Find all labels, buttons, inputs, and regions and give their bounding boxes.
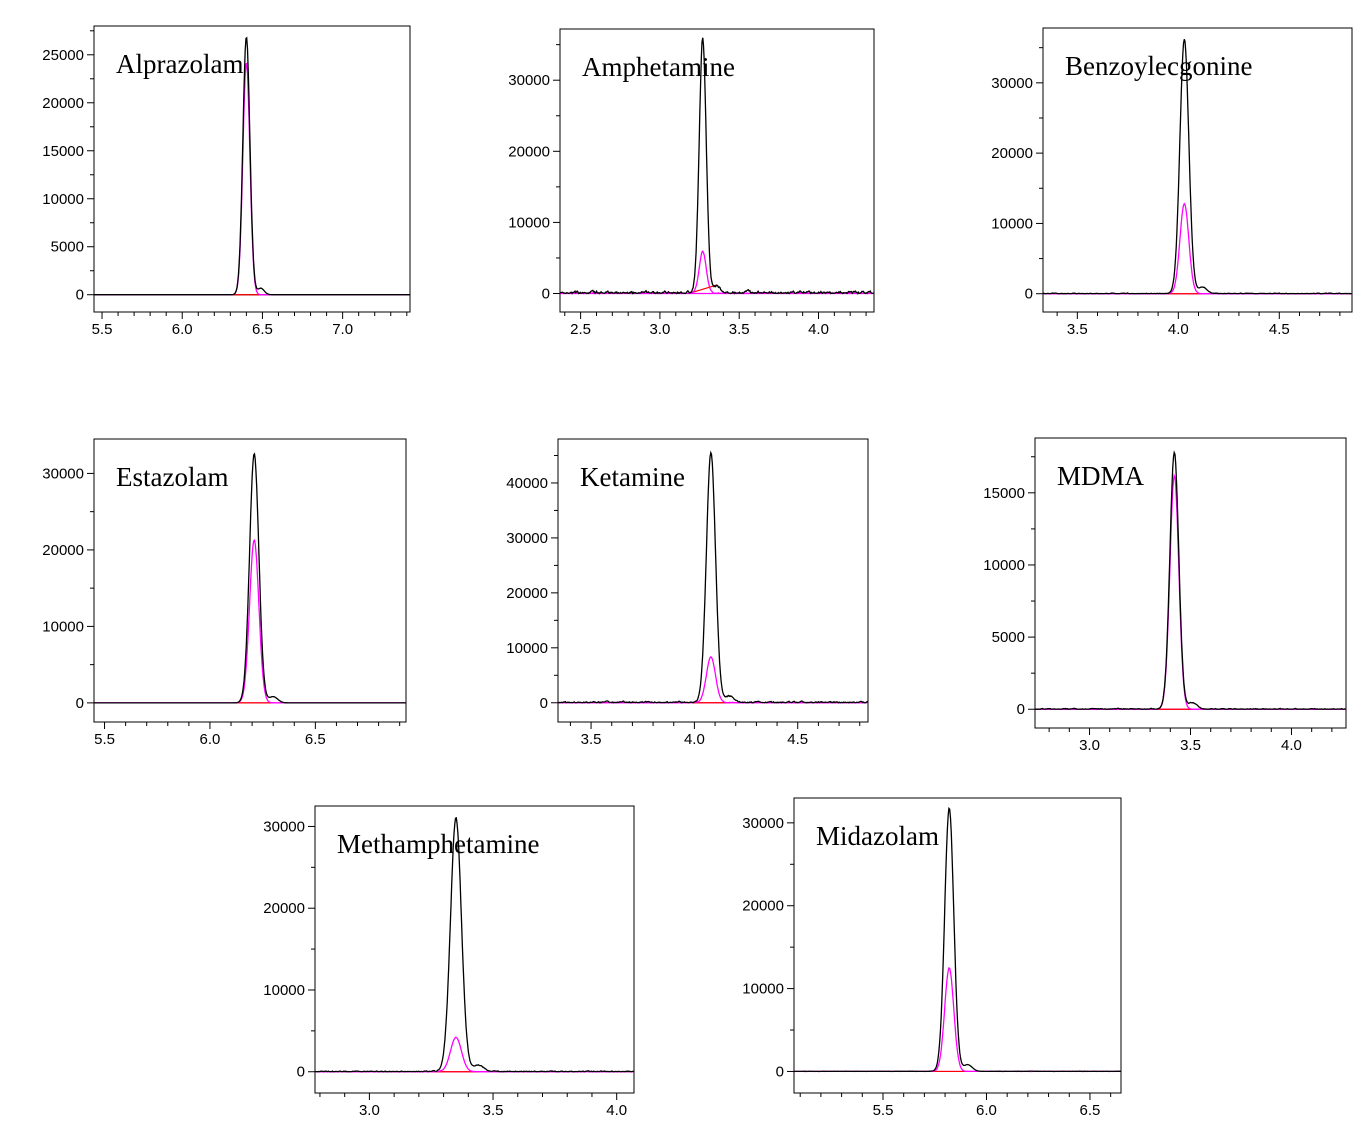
x-tick-label: 6.0 xyxy=(976,1102,997,1119)
y-tick-label: 20000 xyxy=(42,542,84,559)
plot-frame xyxy=(557,438,869,723)
y-tick-label: 10000 xyxy=(42,191,84,208)
panel-title: Estazolam xyxy=(116,462,228,492)
qualifier-ion-trace xyxy=(94,538,406,704)
y-tick-label: 30000 xyxy=(42,465,84,482)
y-tick-label: 0 xyxy=(1025,286,1033,303)
chromatogram-panel: 5.5 6.0 6.5 0 10000 20000 30000 Midazolam xyxy=(742,797,1122,1119)
y-tick-label: 10000 xyxy=(42,618,84,635)
chromatogram-panel: 3.0 3.5 4.0 0 5000 10000 15000 MDMA xyxy=(983,437,1347,754)
panel-title: MDMA xyxy=(1057,461,1145,491)
quantifier-ion-trace xyxy=(1043,39,1352,295)
qualifier-ion-trace xyxy=(94,62,410,296)
x-tick-label: 4.0 xyxy=(1168,321,1189,338)
y-tick-label: 10000 xyxy=(508,214,550,231)
y-tick-label: 10000 xyxy=(506,640,548,657)
y-tick-label: 30000 xyxy=(263,818,305,835)
qualifier-ion-trace xyxy=(1035,473,1346,710)
y-tick-label: 0 xyxy=(1017,701,1025,718)
plot-frame xyxy=(559,28,875,313)
x-tick-label: 6.0 xyxy=(200,731,221,748)
y-tick-label: 30000 xyxy=(742,815,784,832)
panel-title: Methamphetamine xyxy=(337,829,539,859)
x-tick-label: 3.0 xyxy=(1079,737,1100,754)
x-tick-label: 5.5 xyxy=(94,731,115,748)
y-tick-label: 15000 xyxy=(983,485,1025,502)
x-tick-label: 6.5 xyxy=(1080,1102,1101,1119)
quantifier-ion-trace xyxy=(94,452,406,704)
plot-frame xyxy=(793,797,1122,1094)
y-tick-label: 30000 xyxy=(991,75,1033,92)
y-tick-label: 20000 xyxy=(263,900,305,917)
y-tick-label: 0 xyxy=(297,1064,305,1081)
x-tick-label: 3.5 xyxy=(1180,737,1201,754)
panel-title: Benzoylecgonine xyxy=(1065,51,1252,81)
quantifier-ion-trace xyxy=(560,37,874,295)
chromatogram-panel: 3.5 4.0 4.5 0 10000 20000 30000 40000 Ketamine xyxy=(506,438,869,748)
y-tick-label: 30000 xyxy=(508,72,550,89)
y-tick-label: 0 xyxy=(76,287,84,304)
y-tick-label: 20000 xyxy=(506,585,548,602)
x-tick-label: 3.5 xyxy=(581,731,602,748)
y-tick-label: 20000 xyxy=(991,145,1033,162)
panel-title: Midazolam xyxy=(816,821,939,851)
x-tick-label: 4.0 xyxy=(808,321,829,338)
chromatogram-panel: 5.5 6.0 6.5 0 10000 20000 30000 Estazolam xyxy=(42,438,407,748)
qualifier-ion-trace xyxy=(558,656,868,704)
quantifier-ion-trace xyxy=(1035,450,1346,710)
y-tick-label: 30000 xyxy=(506,530,548,547)
x-tick-label: 5.5 xyxy=(873,1102,894,1119)
plot-frame xyxy=(93,438,407,723)
y-tick-label: 15000 xyxy=(42,143,84,160)
y-tick-label: 25000 xyxy=(42,47,84,64)
y-tick-label: 0 xyxy=(776,1063,784,1080)
chromatogram-panel: 3.5 4.0 4.5 0 10000 20000 30000 Benzoylecgonine xyxy=(991,27,1353,338)
panel-title: Ketamine xyxy=(580,462,685,492)
x-tick-label: 3.0 xyxy=(649,321,670,338)
x-tick-label: 3.0 xyxy=(359,1102,380,1119)
y-tick-label: 10000 xyxy=(991,215,1033,232)
x-tick-label: 4.0 xyxy=(684,731,705,748)
quantifier-ion-trace xyxy=(315,816,634,1073)
x-tick-label: 2.5 xyxy=(570,321,591,338)
qualifier-ion-trace xyxy=(560,250,874,295)
y-tick-label: 40000 xyxy=(506,475,548,492)
x-tick-label: 6.5 xyxy=(305,731,326,748)
y-tick-label: 20000 xyxy=(42,95,84,112)
y-tick-label: 5000 xyxy=(51,239,84,256)
y-tick-label: 10000 xyxy=(263,982,305,999)
x-tick-label: 3.5 xyxy=(1067,321,1088,338)
y-tick-label: 5000 xyxy=(992,629,1025,646)
x-tick-label: 6.0 xyxy=(172,321,193,338)
y-tick-label: 0 xyxy=(76,695,84,712)
x-tick-label: 4.0 xyxy=(606,1102,627,1119)
quantifier-ion-trace xyxy=(94,36,410,296)
panel-title: Amphetamine xyxy=(582,52,735,82)
quantifier-ion-trace xyxy=(558,450,868,704)
y-tick-label: 10000 xyxy=(983,557,1025,574)
chromatogram-panel: 5.5 6.0 6.5 7.0 0 5000 10000 15000 20000 25000 Alp… xyxy=(42,25,411,338)
x-tick-label: 5.5 xyxy=(92,321,113,338)
chromatogram-panel: 2.5 3.0 3.5 4.0 0 10000 20000 30000 Amphetamine xyxy=(508,28,875,338)
panel-title: Alprazolam xyxy=(116,49,243,79)
y-tick-label: 0 xyxy=(540,695,548,712)
qualifier-ion-trace xyxy=(1043,202,1352,295)
plot-frame xyxy=(93,25,411,313)
y-tick-label: 20000 xyxy=(508,143,550,160)
y-tick-label: 20000 xyxy=(742,898,784,915)
chromatogram-panel: 3.0 3.5 4.0 0 10000 20000 30000 Methamphetamine xyxy=(263,805,635,1119)
x-tick-label: 3.5 xyxy=(729,321,750,338)
x-tick-label: 4.5 xyxy=(1269,321,1290,338)
x-tick-label: 4.5 xyxy=(787,731,808,748)
x-tick-label: 3.5 xyxy=(483,1102,504,1119)
x-tick-label: 4.0 xyxy=(1281,737,1302,754)
plot-frame xyxy=(1042,27,1353,313)
y-tick-label: 10000 xyxy=(742,981,784,998)
x-tick-label: 7.0 xyxy=(332,321,353,338)
y-tick-label: 0 xyxy=(542,286,550,303)
x-tick-label: 6.5 xyxy=(252,321,273,338)
quantifier-ion-trace xyxy=(794,806,1121,1073)
